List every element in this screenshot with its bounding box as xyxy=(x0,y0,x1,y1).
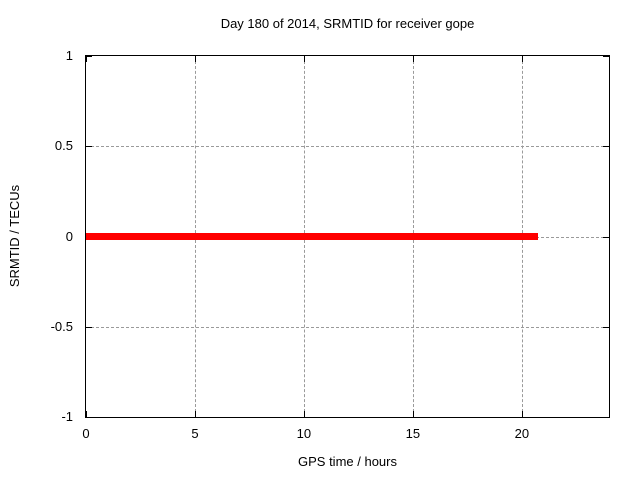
x-tick xyxy=(521,411,523,417)
chart-title: Day 180 of 2014, SRMTID for receiver gop… xyxy=(220,16,475,31)
y-gridline xyxy=(86,146,609,148)
x-tick xyxy=(86,411,87,417)
x-tick-mirror xyxy=(303,56,305,62)
y-tick xyxy=(86,326,92,328)
plot-area xyxy=(85,55,610,418)
x-tick-labels: 0 5 10 15 20 xyxy=(82,426,609,442)
x-tick xyxy=(194,411,196,417)
x-tick-mirror xyxy=(194,56,196,62)
x-tick-mirror xyxy=(86,56,87,62)
y-tick-mirror xyxy=(603,56,609,57)
y-gridline xyxy=(86,326,609,328)
y-tick-label: -0.5 xyxy=(50,318,73,334)
y-tick xyxy=(86,146,92,148)
x-tick-label: 20 xyxy=(514,426,530,441)
x-tick-mirror xyxy=(412,56,414,62)
y-tick-label: -1 xyxy=(61,409,73,424)
y-axis-label: SRMTID / TECUs xyxy=(7,184,22,288)
y-tick xyxy=(86,56,92,57)
y-tick-mirror xyxy=(603,417,609,418)
x-tick-label: 15 xyxy=(405,426,421,441)
x-tick-mirror xyxy=(521,56,523,62)
x-tick xyxy=(303,411,305,417)
x-tick-label: 5 xyxy=(191,426,199,441)
y-tick-mirror xyxy=(603,146,609,148)
data-line xyxy=(86,233,539,240)
x-tick xyxy=(412,411,414,417)
y-tick-mirror xyxy=(603,236,609,238)
x-axis-label: GPS time / hours xyxy=(298,454,397,469)
x-tick-label: 0 xyxy=(82,426,90,441)
y-tick-mirror xyxy=(603,326,609,328)
x-tick-label: 10 xyxy=(296,426,312,441)
y-tick xyxy=(86,417,92,418)
y-tick-label: 0.5 xyxy=(54,138,73,154)
y-tick-label: 1 xyxy=(65,48,73,63)
